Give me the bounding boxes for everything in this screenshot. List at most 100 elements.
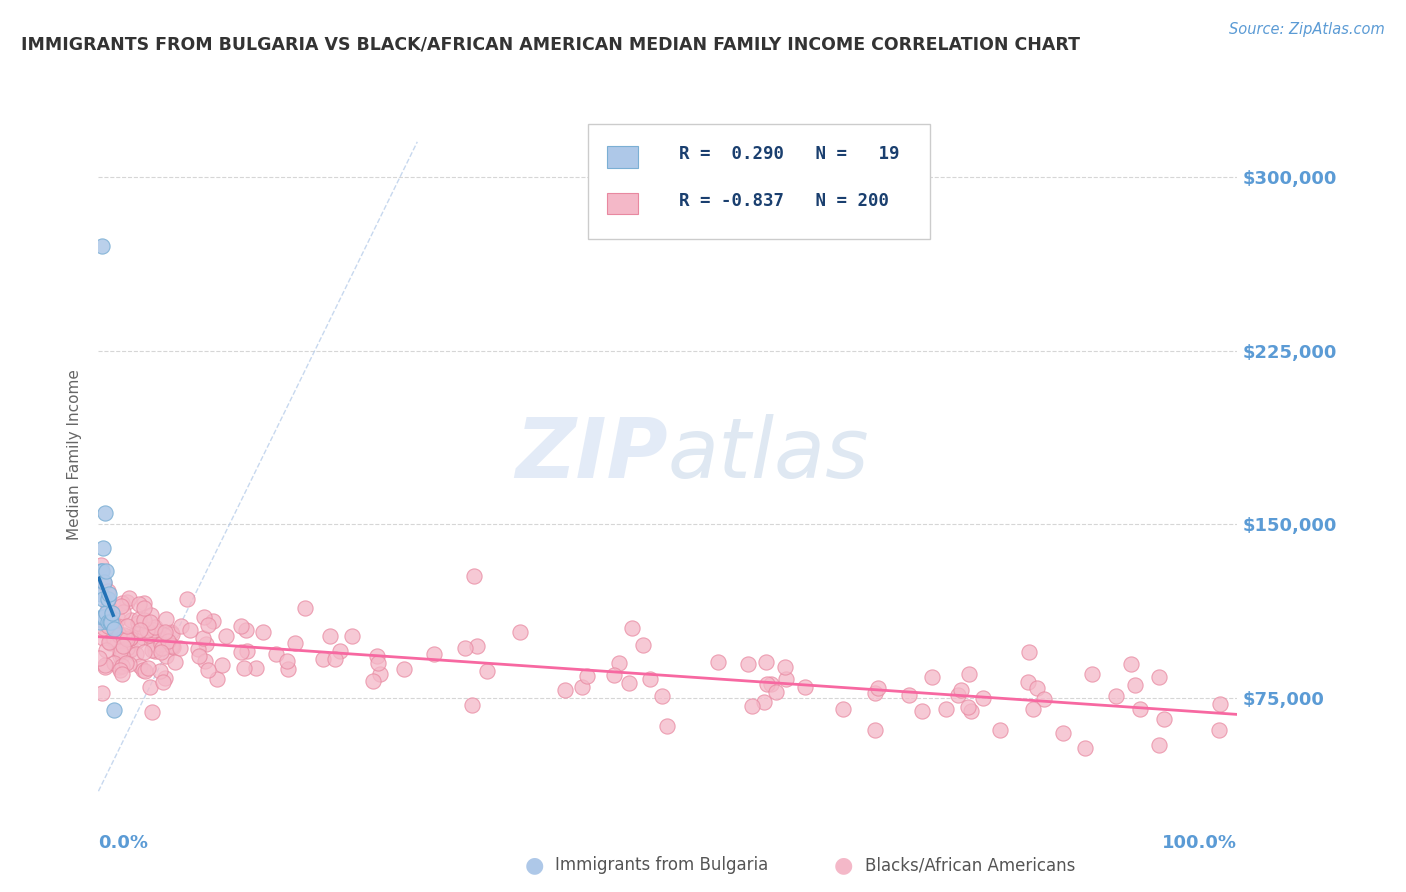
Point [139,608,162,623]
Point [141,643,163,657]
Point [93,632,115,646]
Point [97,599,120,613]
Point [160,639,183,653]
Point [93,621,115,635]
Point [90,239,112,253]
Point [127,615,149,630]
Point [120,631,142,645]
Point [98,618,121,632]
Point [868,681,890,695]
Point [169,618,191,632]
Point [118,591,141,606]
Point [863,723,886,737]
Point [90,558,112,572]
Point [96,564,118,578]
Text: 100.0%: 100.0% [1163,834,1237,852]
Point [128,597,150,611]
Point [509,625,531,640]
Point [96,606,118,620]
Point [607,656,630,670]
Point [89,612,111,626]
Point [1022,702,1045,716]
Point [155,612,177,626]
Point [118,657,141,672]
Point [104,619,127,633]
Point [294,601,316,615]
Bar [607,193,638,214]
Point [90,564,112,578]
Point [1129,701,1152,715]
Point [201,614,224,628]
Point [911,704,934,718]
Text: R = -0.837   N = 200: R = -0.837 N = 200 [679,192,889,210]
Point [1105,689,1128,703]
Point [179,624,201,638]
Point [1208,723,1230,737]
Point [117,619,139,633]
Point [118,631,141,645]
Point [264,647,287,661]
Point [115,595,138,609]
Point [252,624,274,639]
Point [1153,712,1175,726]
Point [956,700,979,714]
Point [120,641,142,656]
Point [1121,657,1143,671]
Point [96,591,118,606]
Text: ●: ● [524,855,544,875]
Point [153,628,176,642]
Point [775,672,797,686]
Point [112,639,135,653]
Point [1018,645,1040,659]
Point [283,636,305,650]
Point [454,640,477,655]
Point [103,622,125,636]
Point [765,685,787,699]
Point [461,698,484,712]
Point [145,626,167,640]
Point [100,615,122,629]
Point [229,645,252,659]
Point [112,605,135,619]
Point [638,672,661,686]
Point [129,623,152,637]
Point [93,575,115,590]
Point [1147,670,1170,684]
Point [90,686,112,700]
Text: ●: ● [834,855,853,875]
Point [91,591,114,606]
Point [197,618,219,632]
Point [150,641,173,656]
Point [1147,739,1170,753]
Point [93,610,115,624]
Point [318,629,340,643]
Point [276,654,298,668]
Point [149,664,172,678]
Point [110,599,132,613]
Point [946,688,969,702]
Point [897,688,920,702]
Point [89,615,111,629]
Point [423,647,446,661]
Point [120,613,142,627]
Point [134,600,156,615]
Point [741,699,763,714]
Text: Blacks/African Americans: Blacks/African Americans [865,856,1076,874]
Point [134,645,156,659]
Text: IMMIGRANTS FROM BULGARIA VS BLACK/AFRICAN AMERICAN MEDIAN FAMILY INCOME CORRELAT: IMMIGRANTS FROM BULGARIA VS BLACK/AFRICA… [21,36,1080,54]
Point [131,630,153,644]
Point [188,649,211,664]
Text: R =  0.290   N =   19: R = 0.290 N = 19 [679,145,900,163]
Point [619,676,641,690]
Point [169,640,191,655]
Point [143,637,166,651]
Point [394,662,416,676]
Text: ZIP: ZIP [515,415,668,495]
Point [117,641,139,656]
Point [155,648,177,663]
Point [94,660,117,674]
Point [863,686,886,700]
Point [576,669,599,683]
Point [97,584,120,599]
Point [156,634,179,648]
